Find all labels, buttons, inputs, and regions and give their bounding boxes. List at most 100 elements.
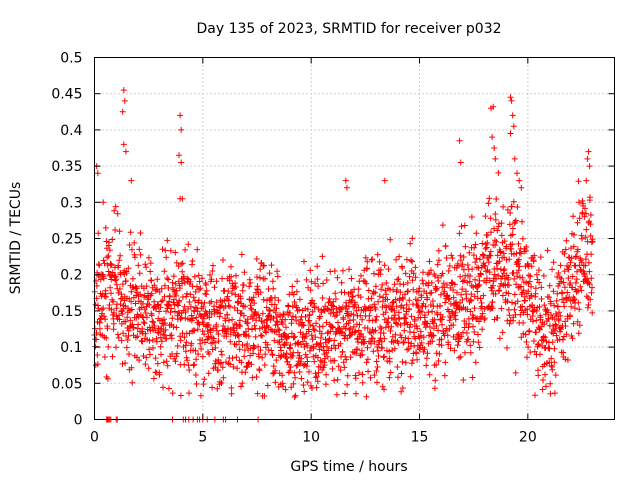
data-point <box>149 337 156 344</box>
data-point <box>584 304 591 311</box>
data-point <box>192 347 199 354</box>
data-point <box>210 335 217 342</box>
data-point <box>572 279 579 286</box>
data-point <box>442 299 449 306</box>
data-point <box>351 329 358 336</box>
data-point <box>553 323 560 329</box>
data-point <box>187 278 194 285</box>
data-point <box>374 347 381 354</box>
data-point <box>272 379 279 386</box>
data-point <box>311 304 318 311</box>
data-point <box>471 305 478 312</box>
data-point <box>368 256 375 263</box>
data-point <box>458 333 465 340</box>
data-point <box>299 321 306 328</box>
data-point <box>575 330 582 337</box>
data-point <box>124 314 131 321</box>
x-tick-label: 20 <box>519 430 537 446</box>
data-point <box>160 359 167 366</box>
data-point <box>352 301 359 308</box>
data-point <box>445 341 452 348</box>
data-point <box>215 356 222 363</box>
data-point <box>549 339 556 346</box>
data-point <box>587 232 594 239</box>
data-point <box>562 356 569 363</box>
data-point <box>492 155 499 162</box>
data-point <box>468 297 475 304</box>
data-point <box>588 239 595 246</box>
data-point <box>101 313 107 320</box>
data-point <box>364 265 371 272</box>
data-point <box>475 318 482 325</box>
data-point <box>317 313 323 320</box>
data-point <box>143 314 150 321</box>
data-point <box>156 308 163 315</box>
data-point <box>467 308 474 315</box>
data-point <box>359 351 366 358</box>
data-point <box>147 260 154 267</box>
data-point <box>527 273 534 280</box>
data-point <box>170 323 177 330</box>
data-point <box>166 293 173 300</box>
data-point <box>192 372 199 378</box>
data-point <box>532 392 538 399</box>
data-point <box>342 390 348 397</box>
data-point <box>442 242 449 249</box>
data-point <box>243 364 250 371</box>
data-point <box>366 312 373 319</box>
data-point <box>342 353 349 360</box>
data-point <box>236 322 243 329</box>
data-point <box>262 275 268 282</box>
data-point <box>331 268 338 274</box>
data-point <box>108 261 115 268</box>
data-point <box>537 254 544 261</box>
data-point <box>371 270 377 277</box>
data-point <box>278 336 285 343</box>
data-point <box>463 330 470 336</box>
data-point <box>268 347 275 354</box>
data-point <box>332 296 339 302</box>
data-point <box>424 294 431 301</box>
data-point <box>476 256 483 263</box>
data-point <box>252 333 259 340</box>
data-point <box>479 240 486 247</box>
data-point <box>160 384 166 391</box>
y-tick-label: 0.15 <box>51 304 82 320</box>
data-point <box>435 278 442 284</box>
data-point <box>256 367 263 374</box>
data-point <box>372 283 379 290</box>
data-point <box>213 327 220 334</box>
data-point <box>378 286 385 293</box>
data-point <box>173 353 180 360</box>
data-point <box>555 270 562 276</box>
data-point <box>388 306 395 313</box>
data-point <box>195 272 202 279</box>
data-point <box>211 303 218 310</box>
data-point <box>272 367 279 374</box>
data-point <box>385 266 392 273</box>
data-point <box>466 320 473 327</box>
data-point <box>542 334 549 341</box>
data-point <box>378 338 385 345</box>
data-point <box>181 334 188 341</box>
data-point <box>459 286 466 293</box>
data-point <box>585 259 592 266</box>
data-point <box>433 350 440 357</box>
data-point <box>410 286 417 293</box>
data-point <box>105 253 112 259</box>
data-point <box>164 275 171 282</box>
data-point <box>207 272 213 278</box>
data-point <box>544 307 551 313</box>
data-point <box>127 317 134 324</box>
data-point <box>509 112 516 119</box>
data-point <box>393 303 400 310</box>
data-point <box>204 336 211 343</box>
data-point <box>530 318 536 325</box>
data-point <box>101 260 108 267</box>
data-point <box>206 351 213 357</box>
data-point <box>209 268 216 274</box>
data-point <box>129 275 136 282</box>
data-point <box>280 311 287 317</box>
data-point <box>341 289 348 296</box>
data-point <box>362 254 369 261</box>
